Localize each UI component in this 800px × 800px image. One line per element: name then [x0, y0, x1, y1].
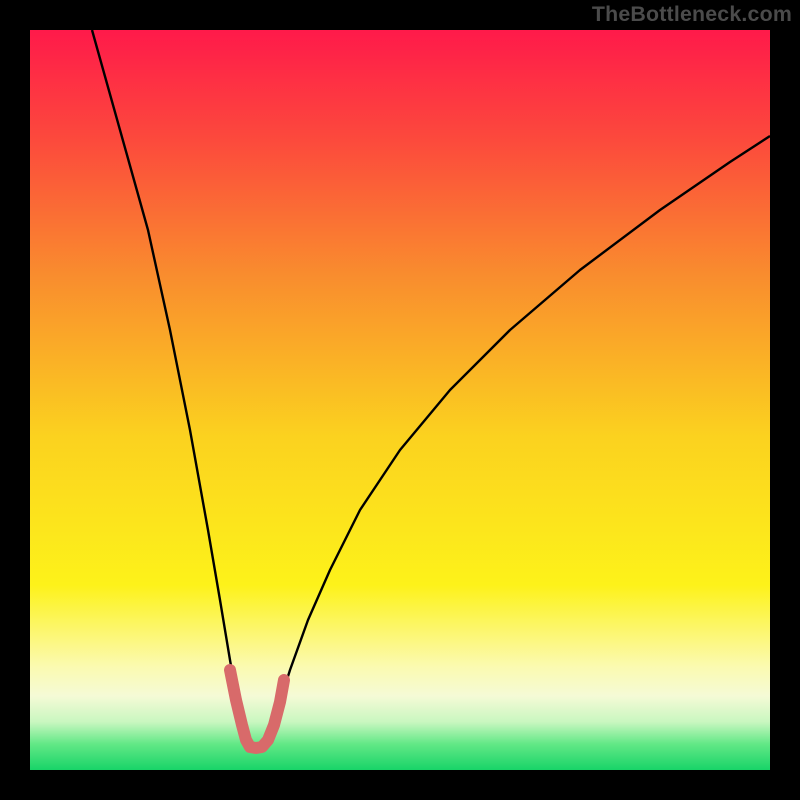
chart-svg	[30, 30, 770, 770]
plot-area	[30, 30, 770, 770]
chart-frame: TheBottleneck.com	[0, 0, 800, 800]
gradient-background	[30, 30, 770, 770]
watermark-text: TheBottleneck.com	[592, 2, 792, 27]
